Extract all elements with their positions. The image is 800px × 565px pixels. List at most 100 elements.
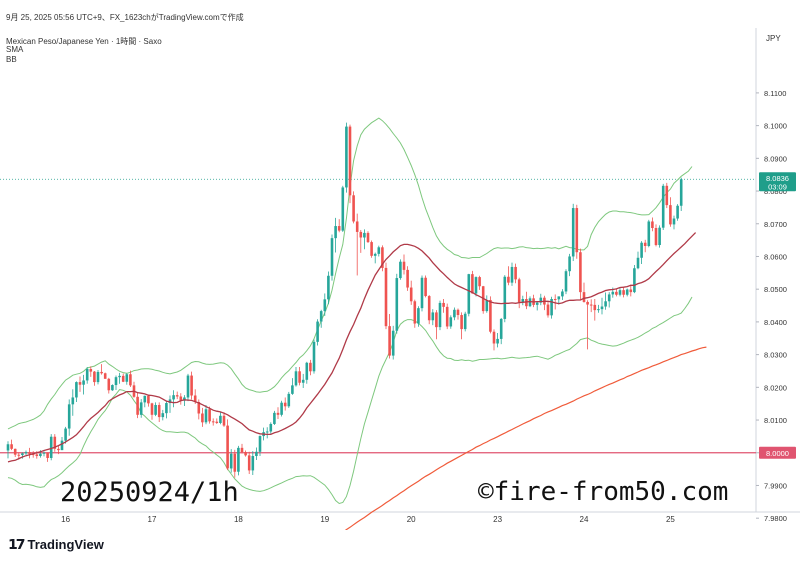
candle-body (168, 399, 172, 404)
candle-body (283, 402, 287, 407)
candle-body (125, 374, 129, 382)
candle-body (49, 436, 53, 458)
tradingview-logo-icon: 𝟭𝟳 (8, 536, 26, 552)
candle-body (460, 315, 463, 330)
candle-body (633, 268, 636, 293)
candle-body (640, 242, 643, 258)
candle-body (427, 296, 431, 321)
candle-body (571, 208, 575, 257)
candle-body (651, 221, 654, 229)
candle-body (226, 425, 229, 469)
candle-body (255, 451, 258, 457)
candle-body (604, 301, 607, 307)
y-tick-label: 8.0400 (764, 318, 787, 327)
candle-body (528, 298, 532, 307)
candles-group (6, 122, 683, 478)
candle-body (517, 279, 521, 303)
candle-body (402, 261, 406, 270)
candle-body (6, 444, 10, 451)
candle-body (474, 277, 478, 294)
candle-body (643, 242, 647, 247)
candle-body (492, 331, 496, 344)
candle-body (391, 330, 395, 356)
candle-body (503, 276, 507, 319)
candle-body (139, 402, 143, 415)
candle-body (456, 309, 460, 316)
candle-body (183, 397, 186, 401)
candle-body (251, 456, 255, 471)
candle-body (510, 266, 514, 283)
hline-price-tag (759, 446, 796, 459)
chart-created-line: 9月 25, 2025 05:56 UTC+9、FX_1623chがTradin… (6, 13, 244, 22)
candle-body (363, 232, 366, 238)
candle-body (197, 402, 201, 414)
candle-body (273, 412, 276, 424)
candle-body (237, 447, 240, 472)
candle-body (597, 309, 600, 311)
x-tick-label: 24 (580, 515, 589, 524)
candle-body (388, 326, 391, 356)
candle-body (507, 276, 510, 283)
candle-body (661, 185, 665, 228)
candle-body (366, 232, 370, 243)
candle-body (107, 378, 111, 391)
x-tick-label: 19 (320, 515, 329, 524)
candle-body (589, 304, 593, 306)
candle-body (615, 291, 618, 295)
candle-body (157, 404, 161, 418)
candle-body (561, 291, 564, 297)
candle-body (575, 208, 579, 253)
currency-label: JPY (766, 34, 781, 43)
candle-body (114, 377, 118, 386)
candle-body (431, 312, 435, 321)
candle-body (85, 369, 89, 381)
candle-body (471, 274, 474, 294)
candle-body (377, 247, 381, 254)
candle-body (291, 385, 294, 394)
candle-body (323, 299, 327, 312)
candle-body (669, 205, 672, 225)
y-tick-label: 7.9800 (764, 514, 787, 523)
candle-body (607, 294, 611, 302)
y-tick-label: 8.0700 (764, 220, 787, 229)
candle-body (586, 301, 589, 305)
candle-body (301, 379, 305, 383)
bb-indicator-label[interactable]: BB (6, 55, 17, 64)
candle-body (305, 362, 309, 380)
candle-body (341, 187, 345, 231)
candle-body (100, 371, 103, 374)
candle-body (658, 227, 661, 246)
last-price-text: 8.0836 (766, 174, 789, 183)
sma-indicator-label[interactable]: SMA (6, 45, 24, 54)
x-tick-label: 25 (666, 515, 675, 524)
candle-body (438, 302, 442, 328)
candle-body (42, 452, 46, 454)
candle-body (312, 341, 316, 372)
candle-body (240, 447, 244, 453)
candle-body (103, 373, 107, 379)
candle-body (399, 261, 402, 279)
x-tick-label: 17 (148, 515, 157, 524)
candle-body (435, 312, 438, 328)
candle-body (60, 440, 64, 451)
candle-body (136, 396, 139, 415)
tradingview-brand[interactable]: 𝟭𝟳 TradingView (8, 536, 104, 553)
candle-body (593, 304, 597, 311)
last-price-tag (759, 172, 796, 192)
candle-body (28, 452, 31, 455)
candle-body (546, 304, 550, 316)
candle-body (568, 256, 571, 272)
candle-body (64, 428, 67, 441)
candle-body (10, 444, 13, 449)
candle-body (67, 404, 71, 429)
candle-body (165, 403, 168, 414)
candle-body (647, 221, 651, 247)
candle-body (161, 413, 165, 418)
candle-body (478, 277, 481, 287)
candle-body (280, 402, 283, 415)
candle-body (355, 221, 359, 232)
candle-body (82, 380, 85, 385)
candle-body (679, 179, 683, 206)
candle-body (179, 396, 183, 401)
